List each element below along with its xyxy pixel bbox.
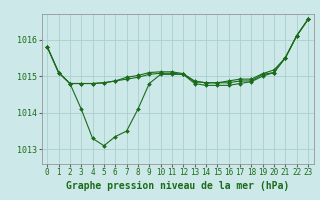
X-axis label: Graphe pression niveau de la mer (hPa): Graphe pression niveau de la mer (hPa) — [66, 181, 289, 191]
